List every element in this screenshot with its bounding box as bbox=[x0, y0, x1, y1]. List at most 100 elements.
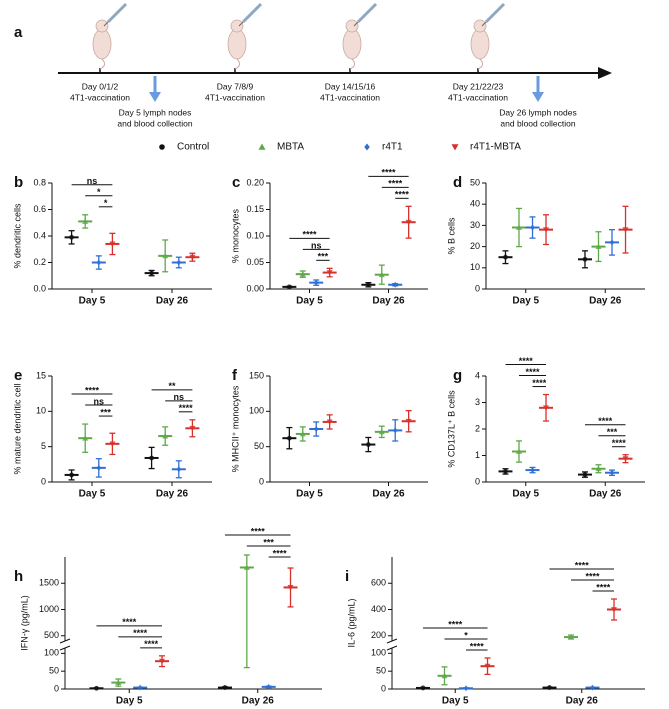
collection-label: Day 26 lymph nodes bbox=[499, 107, 577, 117]
data-point bbox=[595, 465, 602, 472]
data-point bbox=[530, 467, 535, 474]
data-point bbox=[378, 271, 385, 278]
y-axis-label: % monocytes bbox=[230, 208, 240, 263]
data-point bbox=[392, 281, 398, 288]
data-point bbox=[420, 685, 426, 691]
collection-label: and blood collection bbox=[500, 118, 575, 128]
data-point bbox=[222, 685, 228, 690]
significance-label: **** bbox=[612, 438, 627, 448]
significance-label: **** bbox=[532, 378, 547, 388]
mouse-icon bbox=[95, 19, 109, 33]
significance-label: **** bbox=[525, 367, 540, 377]
y-tick-label: 3 bbox=[475, 397, 480, 407]
data-point bbox=[243, 564, 250, 570]
data-point bbox=[441, 672, 448, 679]
significance-label: * bbox=[104, 198, 108, 208]
y-tick-label: 50 bbox=[49, 666, 59, 676]
collection-label: and blood collection bbox=[117, 118, 192, 128]
data-point bbox=[189, 254, 196, 261]
significance-label: **** bbox=[179, 403, 194, 413]
y-tick-label: 10 bbox=[36, 406, 46, 416]
collection-arrowhead bbox=[149, 92, 161, 102]
significance-label: **** bbox=[251, 526, 266, 536]
data-point bbox=[609, 239, 615, 246]
mouse-icon bbox=[470, 28, 490, 60]
data-point bbox=[109, 441, 116, 447]
data-point bbox=[405, 418, 412, 425]
data-point bbox=[365, 282, 371, 288]
y-tick-label: 1000 bbox=[39, 604, 59, 614]
data-point bbox=[547, 685, 552, 690]
y-axis-label: % mature dendritic cell bbox=[12, 383, 22, 474]
mouse-tail bbox=[349, 58, 356, 70]
panel-letter: c bbox=[232, 174, 240, 191]
data-point bbox=[96, 464, 102, 471]
significance-label: *** bbox=[607, 427, 618, 437]
data-point bbox=[484, 663, 491, 670]
data-point bbox=[82, 435, 89, 441]
data-point bbox=[286, 435, 292, 441]
event-day: Day 7/8/9 bbox=[217, 81, 254, 91]
y-tick-label: 0.8 bbox=[33, 177, 46, 187]
event-label: 4T1-vaccination bbox=[70, 92, 130, 102]
mouse-tail bbox=[234, 58, 241, 70]
y-tick-label: 500 bbox=[44, 630, 59, 640]
panel-letter: g bbox=[453, 367, 462, 384]
data-point bbox=[176, 259, 182, 266]
data-point bbox=[405, 219, 412, 226]
y-tick-label: 30 bbox=[470, 220, 480, 230]
event-day: Day 21/22/23 bbox=[453, 81, 504, 91]
data-point bbox=[378, 428, 385, 435]
legend-label: r4T1-MBTA bbox=[470, 142, 521, 153]
significance-label: *** bbox=[318, 252, 329, 262]
significance-label: **** bbox=[381, 168, 396, 178]
data-point bbox=[622, 456, 629, 462]
data-point bbox=[149, 455, 155, 461]
y-tick-label: 0.10 bbox=[246, 230, 264, 240]
y-tick-label: 0.6 bbox=[33, 204, 46, 214]
legend-label: r4T1 bbox=[382, 142, 403, 153]
significance-label: **** bbox=[596, 582, 611, 592]
y-axis-label: % B cells bbox=[446, 217, 456, 255]
y-tick-label: 50 bbox=[376, 666, 386, 676]
x-tick-label: Day 5 bbox=[512, 296, 539, 307]
data-point bbox=[543, 405, 550, 411]
data-point bbox=[503, 254, 508, 260]
event-day: Day 0/1/2 bbox=[82, 81, 119, 91]
y-axis-label: % dendritic cells bbox=[12, 203, 22, 269]
mouse-icon bbox=[230, 19, 244, 33]
mouse-icon bbox=[92, 28, 112, 60]
significance-label: **** bbox=[585, 571, 600, 581]
y-tick-label: 1500 bbox=[39, 578, 59, 588]
mouse-icon bbox=[342, 28, 362, 60]
significance-label: **** bbox=[144, 639, 159, 649]
significance-label: ** bbox=[168, 381, 176, 391]
significance-label: ns bbox=[94, 396, 105, 406]
data-point bbox=[109, 241, 116, 247]
panel-letter: i bbox=[345, 568, 349, 585]
timeline-arrowhead bbox=[598, 67, 612, 79]
data-point bbox=[463, 685, 469, 692]
legend-label: Control bbox=[177, 142, 209, 153]
data-point bbox=[159, 658, 166, 665]
panel-letter: d bbox=[453, 174, 462, 191]
data-point bbox=[176, 466, 182, 473]
axis-break bbox=[59, 638, 71, 644]
legend-marker bbox=[364, 143, 370, 151]
data-point bbox=[595, 243, 602, 249]
syringe-needle bbox=[481, 21, 487, 27]
x-tick-label: Day 5 bbox=[116, 696, 143, 707]
data-point bbox=[287, 585, 294, 591]
y-tick-label: 0.15 bbox=[246, 204, 264, 214]
x-tick-label: Day 26 bbox=[372, 489, 405, 500]
x-tick-label: Day 5 bbox=[442, 696, 469, 707]
y-tick-label: 150 bbox=[249, 370, 264, 380]
data-point bbox=[266, 683, 272, 690]
data-point bbox=[543, 227, 550, 233]
significance-label: **** bbox=[122, 617, 137, 627]
syringe bbox=[106, 2, 128, 24]
y-tick-label: 5 bbox=[41, 441, 46, 451]
y-tick-label: 0 bbox=[475, 476, 480, 486]
panel-letter: h bbox=[14, 568, 23, 585]
y-axis-label: IL-6 (pg/mL) bbox=[346, 598, 356, 647]
